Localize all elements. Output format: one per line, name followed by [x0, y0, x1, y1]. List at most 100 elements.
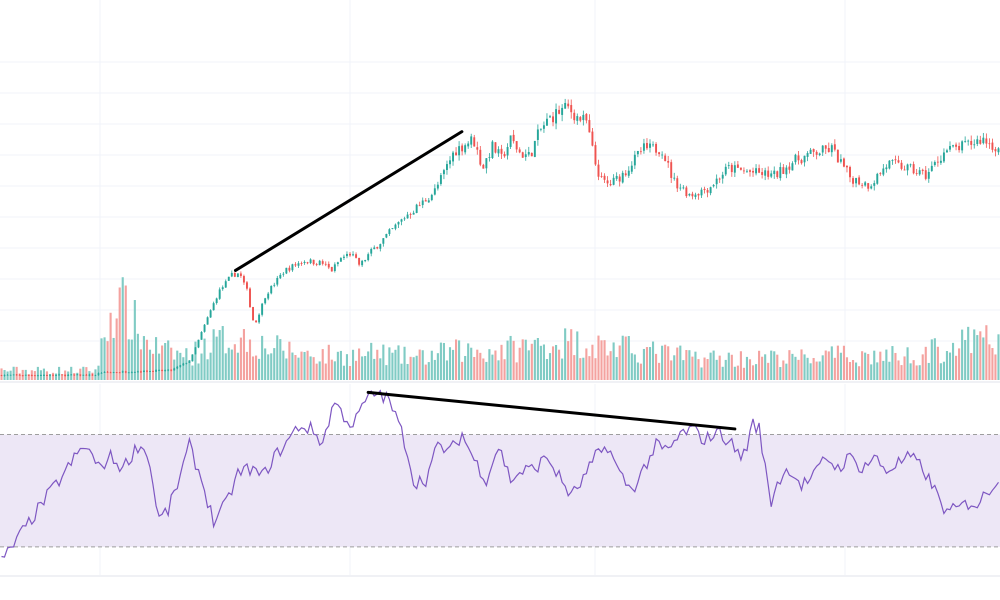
volume-bar	[227, 347, 230, 380]
candlesticks	[0, 98, 1000, 377]
volume-bar	[361, 356, 364, 380]
candle-body	[139, 371, 142, 373]
candle-body	[215, 298, 218, 304]
candle-body	[997, 148, 1000, 153]
candle-body	[36, 375, 39, 377]
candle-body	[952, 145, 954, 147]
candle-body	[403, 218, 406, 220]
volume-bar	[891, 346, 894, 380]
candle-body	[655, 143, 658, 153]
candle-body	[312, 259, 315, 265]
candle-body	[930, 165, 933, 171]
candle-body	[694, 194, 697, 197]
candle-body	[109, 372, 112, 374]
candle-body	[12, 374, 15, 376]
volume-bar	[927, 362, 930, 380]
volume-bar	[506, 340, 509, 380]
candle-body	[561, 107, 564, 115]
candle-body	[579, 117, 582, 121]
volume-bar	[273, 348, 276, 380]
volume-bar	[885, 349, 888, 380]
candle-body	[106, 371, 109, 373]
volume-bar	[633, 354, 636, 380]
candle-body	[91, 374, 94, 376]
candle-body	[852, 178, 854, 184]
candle-body	[509, 135, 512, 147]
candle-body	[618, 176, 621, 182]
candle-body	[749, 170, 751, 172]
volume-bar	[376, 349, 379, 380]
volume-bar	[415, 355, 418, 380]
candle-body	[136, 371, 139, 373]
candle-body	[909, 164, 912, 166]
volume-bar	[464, 355, 467, 380]
volume-bar	[851, 360, 855, 380]
candle-body	[167, 369, 170, 371]
candle-body	[758, 168, 761, 173]
volume-bar	[124, 285, 127, 380]
volume-bar	[679, 345, 682, 380]
candle-body	[867, 183, 870, 189]
candle-body	[97, 373, 100, 376]
volume-bar	[521, 339, 524, 380]
volume-bar	[473, 356, 476, 380]
volume-bar	[655, 353, 658, 380]
candle-body	[903, 169, 906, 171]
volume-bar	[888, 361, 891, 380]
candle-body	[161, 370, 164, 371]
rsi-divergence-trendline[interactable]	[366, 390, 737, 431]
volume-bar	[600, 340, 603, 380]
volume-bar	[373, 358, 376, 380]
candle-body	[539, 128, 542, 130]
volume-bar	[576, 331, 579, 380]
volume-bar	[421, 350, 424, 380]
volume-bar	[303, 351, 306, 380]
candle-body	[294, 264, 297, 266]
candle-body	[797, 155, 800, 161]
volume-bar	[682, 360, 685, 380]
volume-bar	[839, 352, 842, 380]
candle-body	[152, 371, 154, 372]
volume-bar	[912, 360, 915, 380]
volume-bar	[482, 358, 485, 380]
candle-body	[236, 273, 239, 278]
volume-bar	[218, 330, 221, 380]
volume-bar	[315, 363, 318, 380]
price-trendline[interactable]	[233, 130, 464, 272]
candle-body	[900, 162, 903, 169]
volume-bar	[842, 345, 845, 380]
candle-body	[688, 193, 691, 196]
volume-bar	[979, 331, 982, 380]
candle-body	[221, 287, 224, 290]
volume-bar	[188, 360, 191, 380]
volume-bar	[406, 363, 409, 380]
candle-body	[146, 370, 148, 372]
volume-bar	[145, 339, 149, 380]
volume-bar	[894, 352, 897, 380]
candle-body	[233, 272, 236, 277]
candle-body	[776, 171, 779, 178]
volume-bar	[255, 355, 258, 380]
candle-body	[788, 166, 791, 170]
volume-bar	[991, 348, 994, 380]
volume-bar	[115, 318, 118, 380]
candle-body	[352, 254, 354, 256]
volume-bar	[761, 356, 764, 380]
candle-body	[958, 145, 961, 151]
volume-bar	[861, 351, 864, 380]
volume-bar	[818, 361, 821, 380]
volume-bar	[812, 357, 815, 380]
candle-body	[464, 145, 467, 153]
candle-body	[358, 257, 361, 265]
candle-body	[527, 151, 530, 155]
candle-body	[473, 137, 476, 147]
volume-bar	[551, 346, 555, 380]
volume-bar	[545, 359, 549, 380]
candle-body	[342, 256, 345, 258]
volume-bar	[121, 277, 124, 380]
candle-body	[46, 375, 48, 376]
candle-body	[64, 374, 67, 376]
candle-body	[967, 140, 970, 142]
candle-body	[364, 260, 367, 262]
candle-body	[191, 354, 194, 362]
